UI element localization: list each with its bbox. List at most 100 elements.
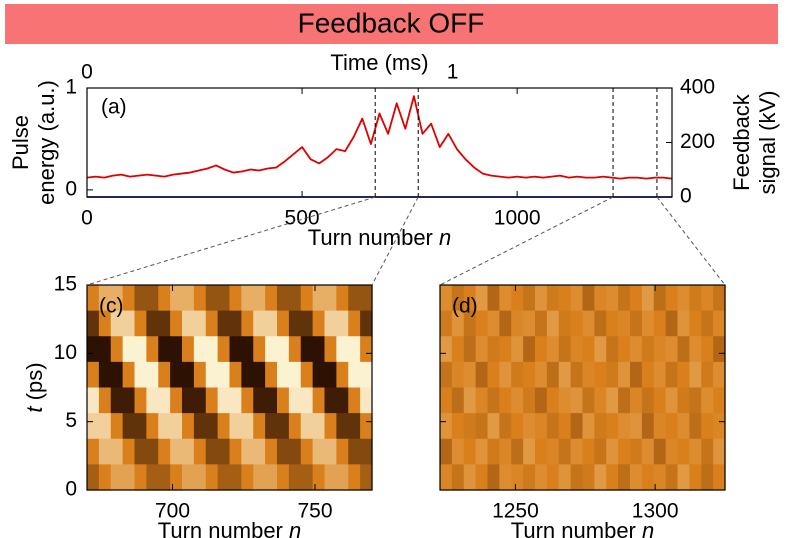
- heatmap-cell: [229, 285, 242, 312]
- x-axis-label-var: n: [642, 518, 654, 538]
- panel-label: (a): [101, 96, 127, 119]
- heatmap-cell: [205, 413, 219, 440]
- y2-tick-label: 400: [680, 76, 715, 99]
- heatmap-cell: [193, 387, 207, 414]
- heatmap-cell: [253, 464, 266, 491]
- heatmap-cell: [241, 310, 254, 337]
- zoom-connector: [371, 196, 419, 286]
- heatmap-cell: [630, 464, 643, 491]
- heatmap-cell: [582, 336, 595, 363]
- heatmap-cell: [253, 310, 266, 337]
- heatmap-cell: [265, 413, 278, 440]
- heatmap-cell: [182, 285, 195, 312]
- heatmap-cell: [523, 387, 536, 414]
- heatmap-cell: [277, 413, 290, 440]
- heatmap-cell: [630, 310, 643, 337]
- heatmap-cell: [336, 285, 349, 312]
- heatmap-cell: [713, 361, 726, 389]
- heatmap-cell: [630, 361, 643, 389]
- heatmap-cell: [606, 310, 619, 337]
- heatmap-cell: [606, 413, 619, 440]
- heatmap-cell: [158, 336, 171, 363]
- plot-frame: [86, 284, 373, 491]
- heatmap-cell: [300, 310, 314, 337]
- x-axis-label-var: n: [289, 518, 301, 538]
- heatmap-cell: [288, 361, 302, 389]
- heatmap-cell: [523, 438, 536, 465]
- heatmap-cell: [336, 336, 349, 363]
- heatmap-cell: [594, 310, 607, 337]
- heatmap-cell: [463, 285, 477, 312]
- heatmap-cell: [440, 361, 453, 389]
- heatmap-cell: [348, 285, 361, 312]
- heatmap-cell: [98, 285, 112, 312]
- heatmap-cell: [570, 310, 584, 337]
- heatmap-cell: [653, 387, 667, 414]
- heatmap-cell: [487, 285, 500, 312]
- heatmap-cell: [475, 336, 489, 363]
- heatmap-cell: [499, 464, 512, 491]
- heatmap-cell: [265, 310, 278, 337]
- heatmap-cell: [217, 285, 231, 312]
- heatmap-cell: [618, 438, 631, 465]
- heatmap-cell: [570, 413, 584, 440]
- heatmap-cell: [689, 285, 702, 312]
- heatmap-cell: [217, 438, 231, 465]
- y-tick-label: 0: [65, 177, 77, 200]
- heatmap-cell: [312, 285, 326, 312]
- heatmap-cell: [312, 387, 326, 414]
- heatmap-cell: [170, 464, 183, 491]
- heatmap-cell: [475, 285, 489, 312]
- heatmap-cell: [122, 361, 136, 389]
- heatmap-cell: [594, 464, 607, 491]
- y2-axis-label: signal (kV): [755, 91, 780, 195]
- heatmap-cell: [288, 413, 302, 440]
- heatmap-cell: [265, 438, 278, 465]
- heatmap-cell: [110, 361, 124, 389]
- heatmap-cell: [701, 310, 714, 337]
- y-axis-label: energy (a.u.): [34, 80, 59, 205]
- heatmap-cell: [535, 413, 548, 440]
- heatmap-cell: [701, 336, 714, 363]
- heatmap-cell: [523, 464, 536, 491]
- heatmap-cell: [653, 310, 667, 337]
- heatmap-cell: [475, 438, 489, 465]
- heatmap-cell: [241, 438, 254, 465]
- heatmap-cell: [499, 310, 512, 337]
- heatmap-cell: [475, 387, 489, 414]
- heatmap-cell: [511, 464, 524, 491]
- zoom-connector: [656, 196, 726, 286]
- heatmap-cell: [558, 464, 572, 491]
- heatmap-cell: [511, 361, 524, 389]
- heatmap-cell: [193, 310, 207, 337]
- heatmap-cell: [146, 361, 159, 389]
- heatmap-cell: [277, 336, 290, 363]
- heatmap-cell: [288, 285, 302, 312]
- heatmap-cell: [451, 387, 465, 414]
- heatmap-cell: [241, 336, 254, 363]
- heatmap-cell: [98, 336, 112, 363]
- heatmap-cell: [229, 361, 242, 389]
- heatmap-cell: [253, 336, 266, 363]
- heatmap-cell: [253, 387, 266, 414]
- heatmap-cell: [641, 361, 655, 389]
- heatmap-cell: [217, 336, 231, 363]
- heatmap-cell: [300, 285, 314, 312]
- heatmap-cell: [582, 285, 595, 312]
- heatmap-cell: [440, 464, 453, 491]
- heatmap-cell: [630, 336, 643, 363]
- heatmap-cell: [535, 387, 548, 414]
- heatmap-cell: [170, 361, 183, 389]
- heatmap-cell: [87, 387, 100, 414]
- heatmap-cell: [336, 438, 349, 465]
- heatmap-cell: [641, 413, 655, 440]
- heatmap-cell: [701, 285, 714, 312]
- heatmap-cell: [653, 361, 667, 389]
- heatmap-cell: [300, 387, 314, 414]
- heatmap-cell: [511, 310, 524, 337]
- heatmap-cell: [677, 310, 690, 337]
- heatmap-cell: [277, 387, 290, 414]
- heatmap-cell: [606, 361, 619, 389]
- x-tick-label: 700: [155, 500, 190, 523]
- heatmap-cell: [701, 387, 714, 414]
